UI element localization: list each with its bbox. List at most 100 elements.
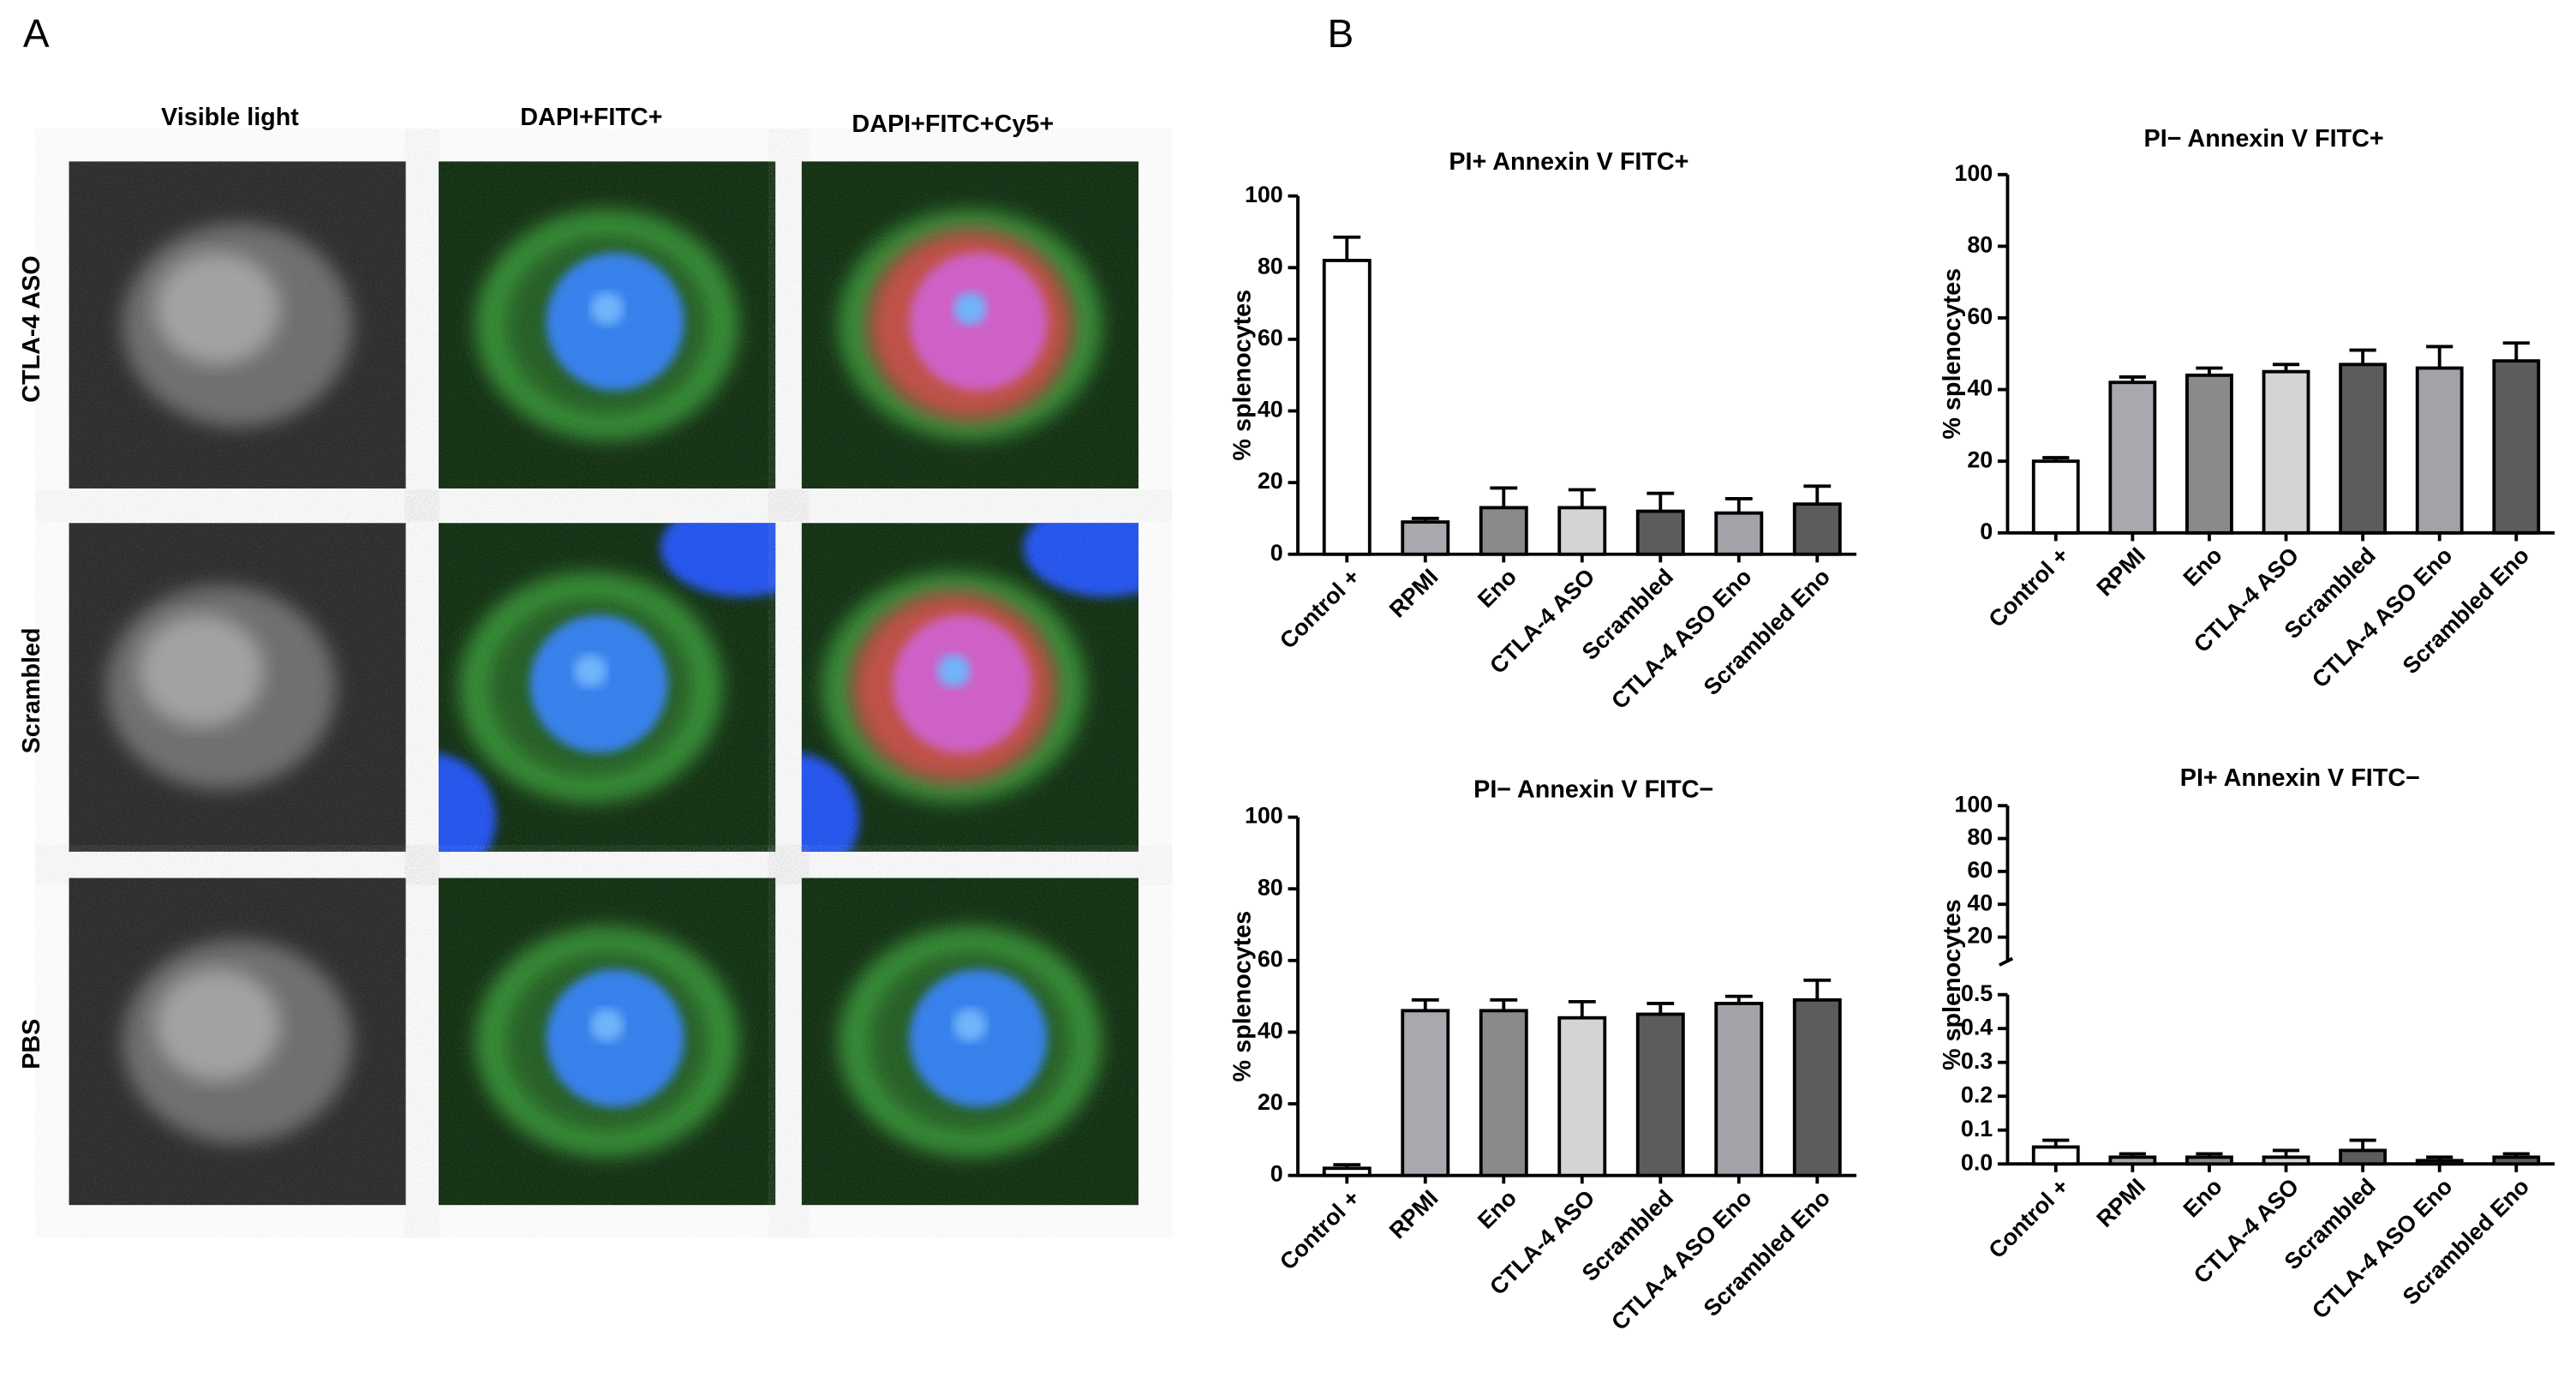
chart-title: PI− Annexin V FITC−: [1473, 776, 1713, 803]
y-tick-label: 60: [1967, 857, 1993, 883]
chart: PI− Annexin V FITC− % splenocytes 0 20 40 60 8…: [1228, 776, 1857, 1335]
y-tick-label: 40: [1967, 375, 1993, 401]
bar: [1557, 1016, 1607, 1177]
chart-title: PI+ Annexin V FITC−: [2180, 764, 2420, 792]
axis-break: [1999, 956, 2014, 967]
noise: [801, 878, 1139, 1206]
x-tick-label: Control +: [1984, 542, 2074, 632]
row-label: Scrambled: [18, 627, 45, 753]
bar: [1322, 259, 1372, 556]
bar: [2185, 1155, 2233, 1166]
row-label: CTLA-4 ASO: [18, 255, 45, 402]
row-label: PBS: [18, 1019, 45, 1069]
x-tick-label: RPMI: [1384, 564, 1443, 623]
column-label: Visible light: [161, 104, 299, 131]
bar: [2262, 1155, 2310, 1166]
y-tick-label: 0.5: [1961, 980, 1993, 1006]
x-tick-label: Eno: [1473, 564, 1521, 613]
noise: [801, 523, 1139, 852]
x-tick-label: CTLA-4 ASO Eno: [1606, 1185, 1756, 1335]
noise: [439, 878, 776, 1206]
y-tick-label: 80: [1258, 874, 1283, 900]
x-tick-label: Eno: [1473, 1185, 1521, 1234]
bar: [2415, 366, 2464, 535]
bar: [1322, 1166, 1372, 1177]
bar: [2185, 373, 2233, 535]
y-tick-label: 80: [1967, 231, 1993, 257]
bar: [2339, 1148, 2388, 1166]
column-label: DAPI+FITC+Cy5+: [852, 111, 1054, 138]
bar: [1714, 511, 1764, 556]
micrograph: [439, 161, 776, 489]
y-tick-label: 100: [1245, 182, 1283, 207]
bar: [1714, 1002, 1764, 1177]
x-tick-label: CTLA-4 ASO Eno: [2307, 1173, 2457, 1323]
bar: [1401, 1009, 1450, 1177]
x-tick-label: RPMI: [1384, 1185, 1443, 1244]
chart: PI+ Annexin V FITC− % splenocytes 20 40 60 80…: [1939, 764, 2555, 1324]
y-tick-label: 100: [1954, 160, 1993, 186]
x-tick-label: RPMI: [2091, 542, 2150, 602]
y-tick-label: 0.2: [1961, 1081, 1993, 1107]
bar: [1635, 509, 1685, 556]
bar: [1479, 506, 1528, 556]
micrograph: [439, 878, 776, 1206]
y-tick-label: 0: [1980, 518, 1993, 544]
micrograph: [69, 523, 406, 852]
micrograph: [801, 523, 1139, 852]
bar: [1792, 998, 1842, 1177]
y-tick-label: 20: [1967, 446, 1993, 472]
bar: [1479, 1009, 1528, 1177]
noise: [69, 878, 406, 1206]
x-tick-label: Control +: [1984, 1173, 2074, 1263]
micrograph: [69, 878, 406, 1206]
y-tick-label: 0.1: [1961, 1116, 1993, 1141]
y-tick-label: 80: [1967, 824, 1993, 850]
column-label: DAPI+FITC+: [520, 104, 662, 131]
bar: [2108, 380, 2157, 535]
y-tick-label: 80: [1258, 253, 1283, 279]
micrograph: [69, 161, 406, 489]
y-tick-label: 60: [1967, 303, 1993, 329]
y-tick-label: 40: [1258, 1018, 1283, 1044]
y-axis-label: % splenocytes: [1939, 268, 1966, 440]
y-tick-label: 0: [1270, 1161, 1283, 1187]
y-tick-label: 100: [1954, 791, 1993, 817]
noise: [439, 523, 776, 852]
micrograph: [801, 878, 1139, 1206]
y-tick-label: 60: [1258, 946, 1283, 972]
x-tick-label: CTLA-4 ASO Eno: [1606, 564, 1756, 714]
y-tick-label: 0: [1270, 540, 1283, 566]
bar: [2492, 1155, 2541, 1166]
y-tick-label: 0.4: [1961, 1014, 1993, 1039]
noise: [801, 161, 1139, 489]
x-tick-label: CTLA-4 ASO Eno: [2307, 542, 2457, 692]
y-axis-label: % splenocytes: [1228, 911, 1256, 1082]
bar: [2262, 369, 2310, 535]
microscopy-grid: [69, 161, 1139, 1206]
y-tick-label: 40: [1258, 397, 1283, 422]
y-axis-label: % splenocytes: [1939, 899, 1966, 1070]
chart: PI− Annexin V FITC+ % splenocytes 0 20 40 60 8…: [1939, 125, 2555, 692]
micrograph: [801, 161, 1139, 489]
y-tick-label: 20: [1967, 923, 1993, 949]
y-tick-label: 20: [1258, 468, 1283, 494]
noise: [69, 523, 406, 852]
bar: [2415, 1159, 2464, 1166]
y-tick-label: 100: [1245, 803, 1283, 829]
bar: [1792, 502, 1842, 556]
y-tick-label: 40: [1967, 890, 1993, 915]
noise: [69, 161, 406, 489]
bar: [2031, 459, 2080, 535]
chart-title: PI− Annexin V FITC+: [2144, 125, 2384, 153]
bar: [2108, 1155, 2157, 1166]
bar: [2339, 362, 2388, 535]
noise: [439, 161, 776, 489]
bar: [1557, 506, 1607, 556]
bar: [1635, 1012, 1685, 1177]
x-tick-label: Control +: [1275, 564, 1365, 654]
micrograph: [439, 523, 776, 852]
chart: PI+ Annexin V FITC+ % splenocytes 0 20 40 60 8…: [1228, 148, 1857, 714]
